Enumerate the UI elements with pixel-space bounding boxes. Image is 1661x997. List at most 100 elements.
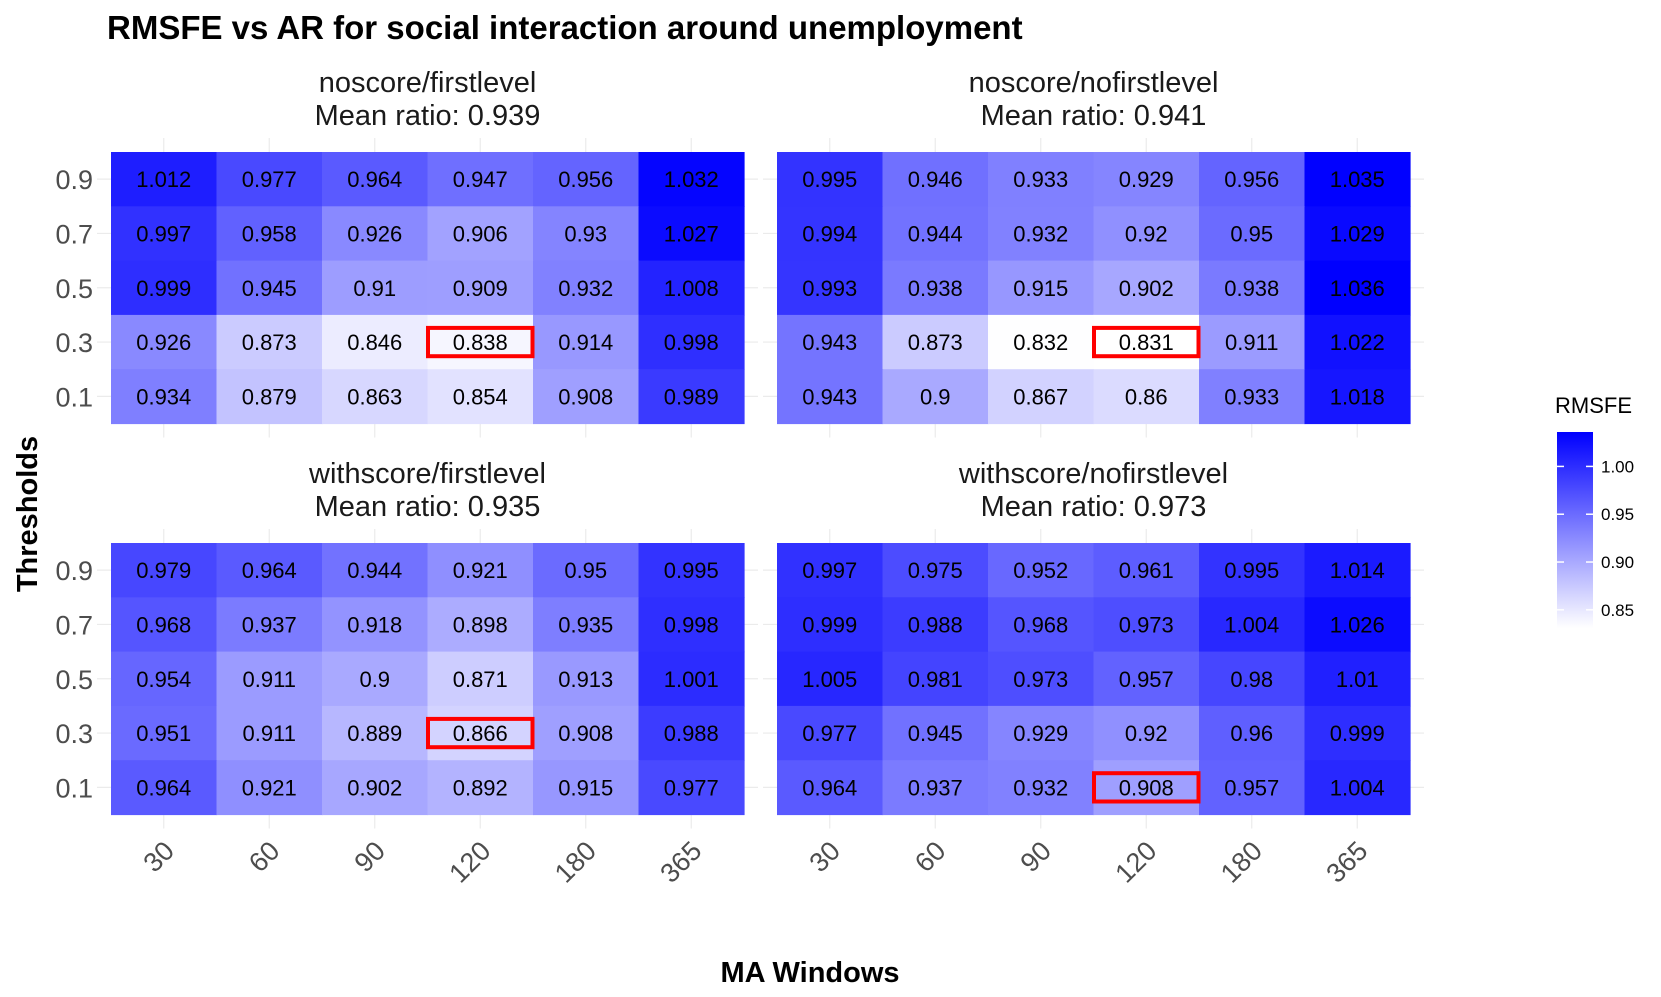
heatmap-cell — [111, 597, 218, 653]
heatmap-cell — [882, 206, 989, 262]
heatmap-cell — [777, 651, 884, 707]
heatmap-cell — [533, 369, 640, 425]
heatmap-cell — [216, 651, 323, 707]
heatmap-cell — [1199, 543, 1306, 598]
cell-value-label: 0.977 — [664, 775, 719, 800]
cell-value-label: 0.937 — [242, 612, 297, 637]
cell-value-label: 0.86 — [1125, 384, 1168, 409]
heatmap-cell — [1093, 597, 1200, 653]
cell-value-label: 0.998 — [664, 612, 719, 637]
cell-value-label: 0.95 — [564, 558, 607, 583]
cell-value-label: 0.91 — [353, 276, 396, 301]
cell-value-label: 0.866 — [453, 721, 508, 746]
cell-value-label: 1.032 — [664, 167, 719, 192]
cell-value-label: 0.938 — [908, 276, 963, 301]
cell-value-label: 0.915 — [1013, 276, 1068, 301]
heatmap-cell — [427, 597, 534, 653]
heatmap-cell — [1304, 705, 1411, 761]
cell-value-label: 0.954 — [136, 667, 191, 692]
heatmap-cell — [988, 369, 1095, 425]
x-axis-title: MA Windows — [720, 957, 899, 989]
cell-value-label: 0.943 — [802, 384, 857, 409]
x-tick-label: 365 — [654, 836, 707, 889]
heatmap-cell — [1199, 651, 1306, 707]
panel-mean-ratio: Mean ratio: 0.939 — [315, 100, 541, 132]
cell-value-label: 0.952 — [1013, 558, 1068, 583]
cell-value-label: 0.929 — [1119, 167, 1174, 192]
heatmap-cell — [111, 260, 218, 316]
highlight-box — [1092, 325, 1201, 359]
cell-value-label: 0.915 — [558, 775, 613, 800]
heatmap-cell — [216, 543, 323, 598]
cell-value-label: 0.932 — [558, 276, 613, 301]
heatmap-cell — [322, 260, 429, 316]
x-tick-label: 365 — [1320, 836, 1373, 889]
cell-value-label: 0.867 — [1013, 384, 1068, 409]
cell-value-label: 0.995 — [802, 167, 857, 192]
cell-value-label: 0.957 — [1119, 667, 1174, 692]
cell-value-label: 0.958 — [242, 221, 297, 246]
y-axis-title: Thresholds — [12, 436, 44, 592]
x-tick-label: 120 — [443, 836, 496, 889]
cell-value-label: 0.977 — [242, 167, 297, 192]
cell-value-label: 0.932 — [1013, 775, 1068, 800]
cell-value-label: 0.863 — [347, 384, 402, 409]
cell-value-label: 0.918 — [347, 612, 402, 637]
cell-value-label: 0.95 — [1230, 221, 1273, 246]
heatmap-cell — [638, 206, 745, 262]
legend-colorbar — [1557, 432, 1593, 628]
heatmap-cell — [1304, 369, 1411, 425]
legend: RMSFE 0.85 0.90 0.95 1.00 — [1555, 393, 1634, 628]
heatmap-cell — [533, 705, 640, 761]
heatmap-cell — [533, 597, 640, 653]
cell-value-label: 0.929 — [1013, 721, 1068, 746]
heatmap-cell — [533, 314, 640, 370]
cell-value-label: 0.957 — [1224, 775, 1279, 800]
cell-value-label: 0.908 — [558, 384, 613, 409]
heatmap-cell — [322, 651, 429, 707]
cell-value-label: 0.994 — [802, 221, 857, 246]
y-tick-label: 0.3 — [55, 328, 93, 358]
heatmap-cell — [988, 260, 1095, 316]
heatmap-cell — [427, 369, 534, 425]
heatmap-cell — [638, 597, 745, 653]
cell-value-label: 0.838 — [453, 330, 508, 355]
cell-value-label: 1.018 — [1330, 384, 1385, 409]
heatmap-cell — [533, 206, 640, 262]
heatmap-cell — [216, 369, 323, 425]
heatmap-cell — [638, 705, 745, 761]
cell-value-label: 0.956 — [1224, 167, 1279, 192]
y-tick-label: 0.1 — [55, 773, 93, 803]
cell-value-label: 0.977 — [802, 721, 857, 746]
cell-value-label: 0.906 — [453, 221, 508, 246]
heatmap-cell — [1304, 543, 1411, 598]
x-tick-label: 180 — [1215, 836, 1268, 889]
heatmap-cell — [216, 152, 323, 207]
cell-value-label: 0.909 — [453, 276, 508, 301]
heatmap-cell — [638, 260, 745, 316]
legend-tick-label: 0.85 — [1601, 601, 1634, 620]
cell-value-label: 0.92 — [1125, 721, 1168, 746]
cell-value-label: 0.973 — [1119, 612, 1174, 637]
heatmap-cell — [111, 543, 218, 598]
heatmap-cell — [1093, 705, 1200, 761]
heatmap-cell — [1093, 314, 1200, 370]
heatmap-cell — [638, 543, 745, 598]
y-tick-label: 0.3 — [55, 719, 93, 749]
cell-value-label: 1.014 — [1330, 558, 1385, 583]
heatmap-cell — [988, 705, 1095, 761]
heatmap-cell — [777, 152, 884, 207]
heatmap-cell — [882, 597, 989, 653]
cell-value-label: 1.012 — [136, 167, 191, 192]
heatmap-cell — [427, 543, 534, 598]
heatmap-cell — [216, 705, 323, 761]
cell-value-label: 0.995 — [1224, 558, 1279, 583]
heatmap-cell — [882, 651, 989, 707]
cell-value-label: 0.873 — [908, 330, 963, 355]
heatmap-cell — [882, 260, 989, 316]
highlight-box — [1092, 771, 1201, 804]
heatmap-cell — [427, 206, 534, 262]
cell-value-label: 0.926 — [136, 330, 191, 355]
